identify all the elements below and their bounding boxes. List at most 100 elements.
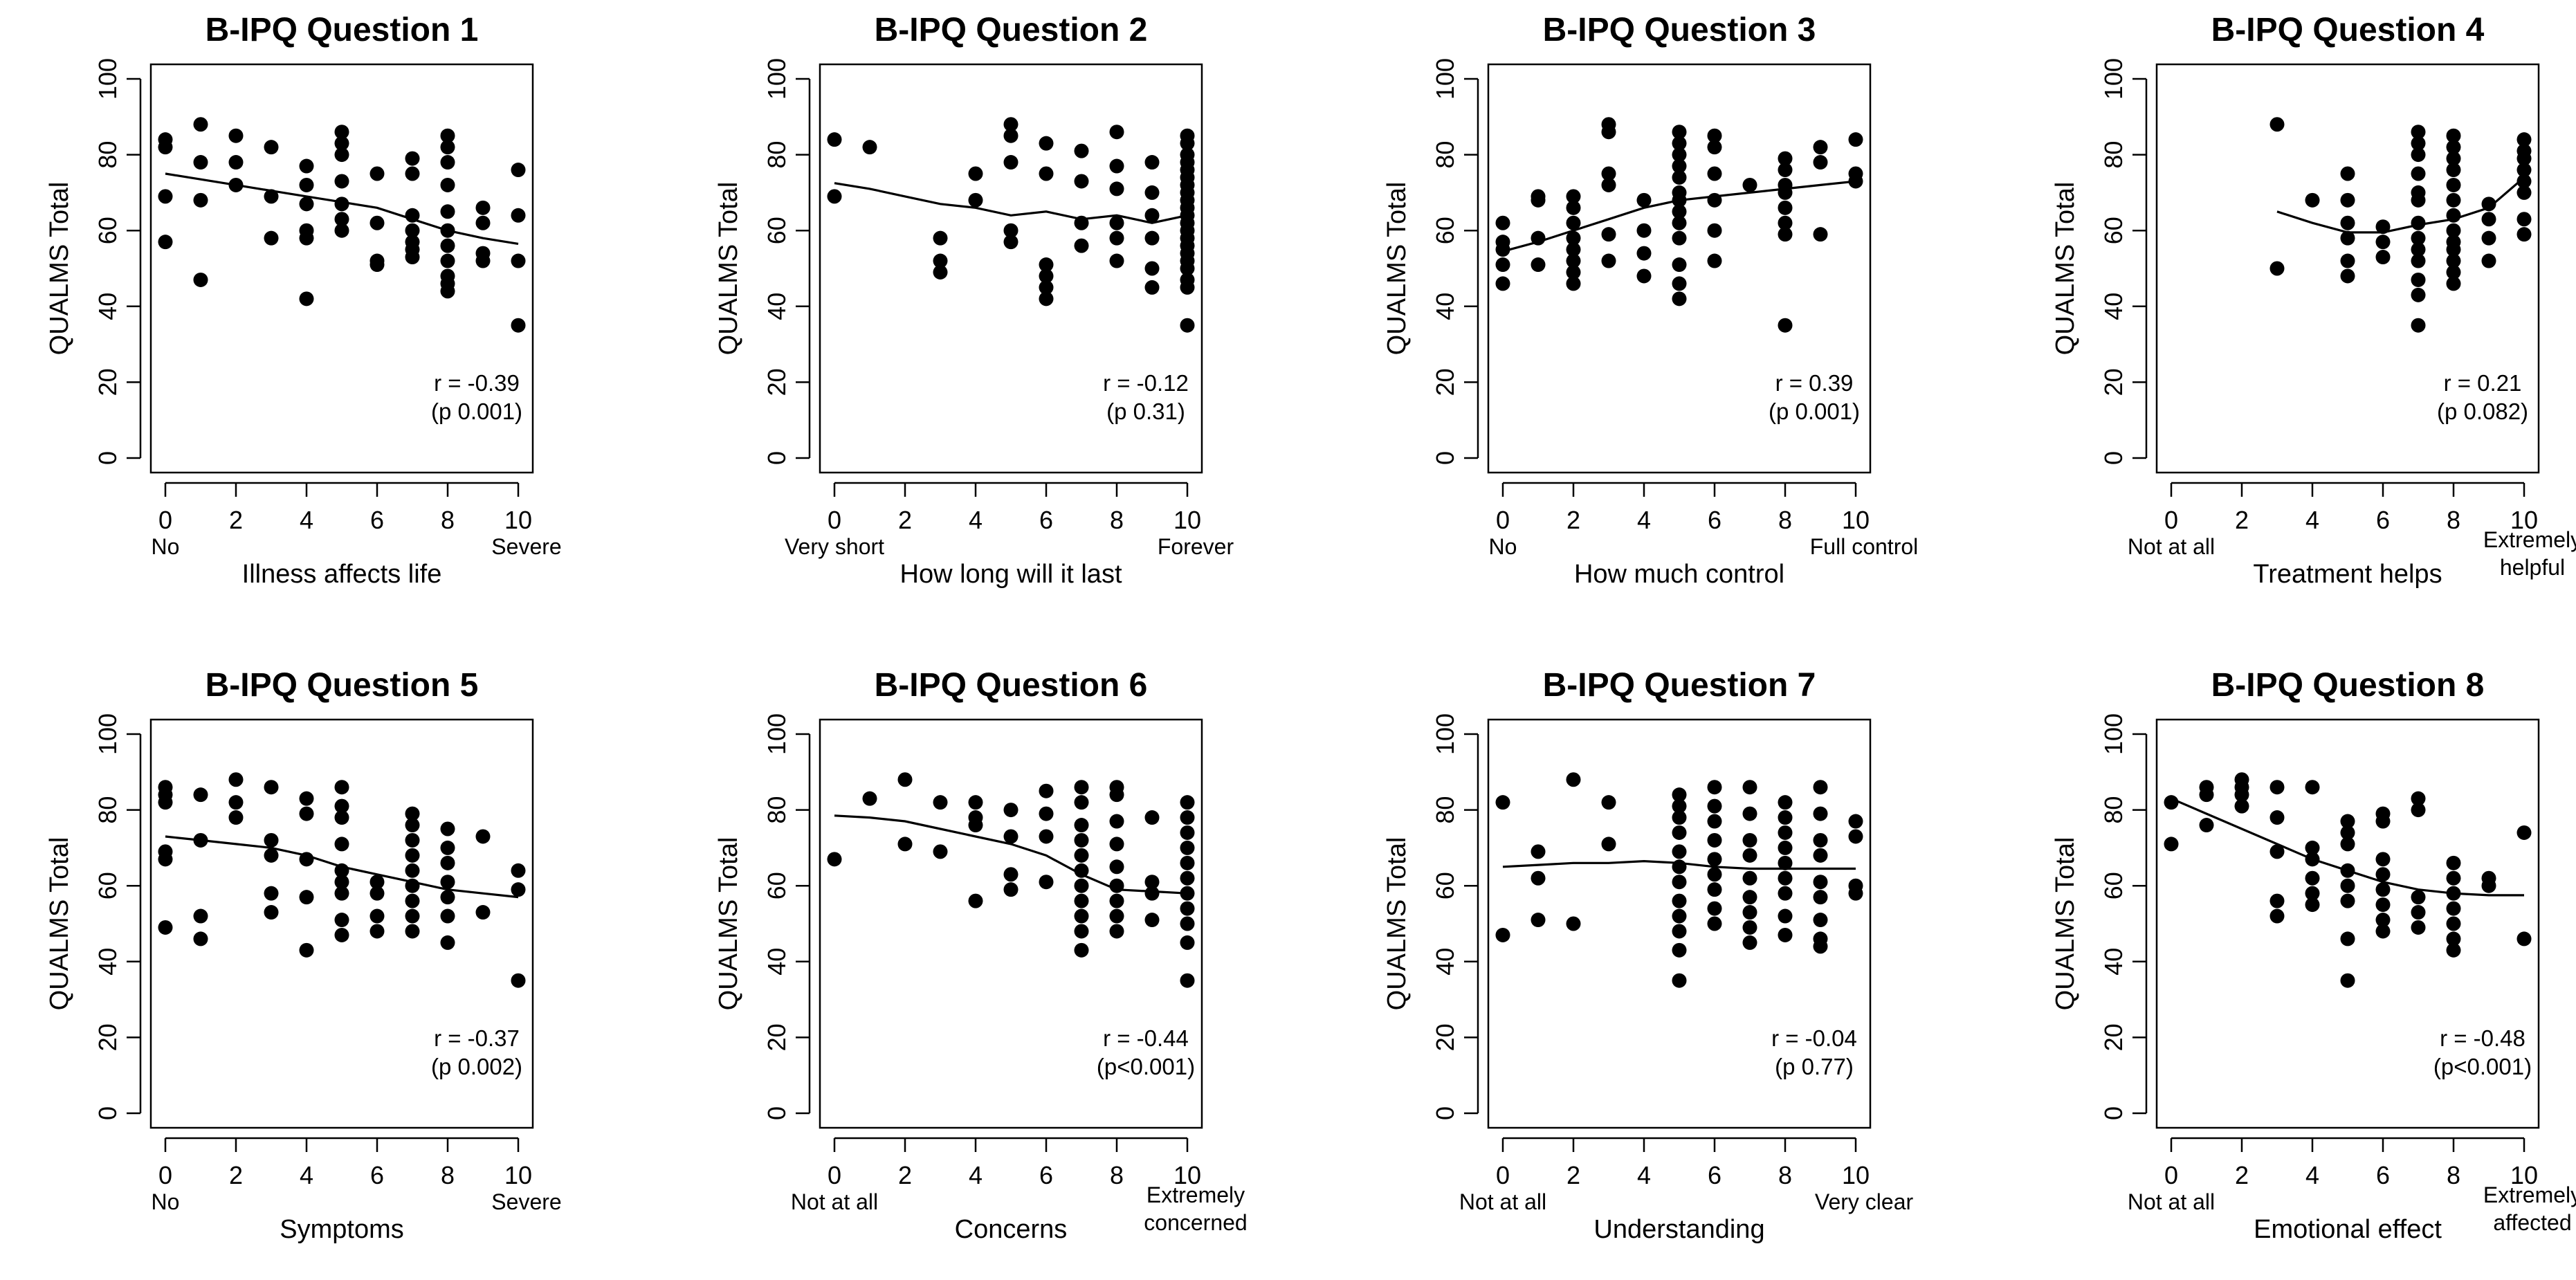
correlation-p: (p 0.77)	[1775, 1054, 1854, 1079]
data-point	[1672, 875, 1687, 890]
plot-frame	[819, 718, 1203, 1129]
data-point	[440, 284, 455, 299]
data-point	[1003, 155, 1018, 170]
x-tick-label: 6	[1708, 1161, 1721, 1189]
data-point	[334, 196, 349, 212]
panel-title: B-IPQ Question 3	[1543, 12, 1816, 48]
x-low-anchor-label: Not at all	[1459, 1189, 1546, 1214]
x-tick-label: 8	[441, 1161, 455, 1189]
x-tick-label: 2	[1566, 1161, 1580, 1189]
data-point	[1074, 832, 1089, 848]
data-point	[1778, 318, 1793, 333]
data-point	[2481, 212, 2496, 227]
data-point	[1531, 257, 1546, 273]
x-tick-label: 0	[158, 1161, 172, 1189]
data-point	[405, 848, 420, 863]
y-tick-label: 40	[1431, 948, 1459, 976]
data-point	[1778, 795, 1793, 810]
data-point	[405, 908, 420, 924]
data-point	[1074, 795, 1089, 810]
data-point	[1074, 878, 1089, 893]
x-high-anchor-label: Extremely affected	[2483, 1182, 2576, 1235]
data-point	[193, 787, 208, 803]
data-point	[1531, 844, 1546, 859]
x-axis-label: Emotional effect	[2254, 1215, 2442, 1244]
correlation-r: r = 0.21	[2444, 370, 2522, 396]
data-point	[2375, 219, 2391, 235]
y-tick-label: 100	[2099, 713, 2128, 755]
data-point	[933, 264, 948, 280]
data-point	[1109, 859, 1124, 875]
data-point	[2446, 276, 2461, 291]
smooth-trend-line	[165, 172, 519, 245]
y-tick-label: 100	[1431, 713, 1459, 755]
data-point	[299, 196, 314, 212]
data-point	[440, 128, 455, 143]
data-point	[1672, 125, 1687, 140]
data-point	[2340, 215, 2355, 230]
x-tick-label: 6	[1039, 1161, 1053, 1189]
data-point	[440, 821, 455, 836]
data-point	[1495, 242, 1510, 257]
data-point	[1074, 818, 1089, 833]
data-point	[1039, 136, 1054, 151]
y-tick-label: 40	[762, 948, 791, 976]
data-point	[193, 117, 208, 132]
x-tick-label: 10	[2510, 506, 2538, 534]
data-point	[1003, 803, 1018, 818]
y-tick-label: 20	[1431, 1023, 1459, 1051]
data-point	[440, 840, 455, 855]
correlation-p: (p 0.001)	[431, 399, 522, 424]
y-axis: 0 20 40 60 80 100	[762, 58, 811, 465]
x-tick-label: 2	[229, 506, 243, 534]
data-point	[1742, 780, 1757, 795]
x-tick-label: 6	[1039, 506, 1053, 534]
x-tick-label: 10	[1173, 1161, 1201, 1189]
data-point	[1180, 136, 1195, 151]
data-point	[2199, 787, 2214, 803]
data-point	[440, 935, 455, 950]
x-tick-label: 4	[2305, 1161, 2319, 1189]
data-point	[1039, 875, 1054, 890]
data-point	[1601, 227, 1616, 242]
data-point	[2340, 253, 2355, 268]
data-point	[1813, 875, 1828, 890]
data-point	[1848, 829, 1863, 844]
x-tick-label: 4	[1637, 1161, 1651, 1189]
data-point	[1742, 920, 1757, 935]
data-point	[1109, 814, 1124, 829]
x-low-anchor-label: No	[152, 1189, 180, 1214]
x-axis: 0 2 4 6 8 10	[158, 482, 532, 534]
data-point	[369, 215, 385, 230]
data-point	[1778, 227, 1793, 242]
data-point	[2340, 931, 2355, 947]
x-high-anchor-label: Extremely concerned	[1144, 1182, 1247, 1235]
data-point	[1109, 181, 1124, 196]
data-point	[1742, 935, 1757, 950]
x-low-anchor-label: No	[152, 534, 180, 559]
data-point	[1672, 257, 1687, 273]
data-point	[1074, 893, 1089, 908]
data-point	[2411, 791, 2426, 806]
smooth-trend-line	[165, 835, 519, 899]
data-point	[2305, 840, 2320, 855]
x-axis-label: Understanding	[1593, 1215, 1764, 1244]
data-point	[968, 795, 983, 810]
y-tick-label: 100	[762, 58, 791, 100]
data-point	[299, 158, 314, 174]
data-point	[299, 291, 314, 307]
y-tick-label: 40	[2099, 293, 2128, 320]
data-point	[440, 155, 455, 170]
data-point	[334, 174, 349, 189]
data-point	[1707, 832, 1722, 848]
data-point	[1672, 204, 1687, 219]
data-point	[1074, 942, 1089, 958]
y-axis: 0 20 40 60 80 100	[2099, 713, 2148, 1120]
data-point	[158, 852, 173, 867]
data-point	[968, 893, 983, 908]
data-point	[2340, 192, 2355, 208]
y-tick-label: 20	[762, 1023, 791, 1051]
data-point	[1707, 798, 1722, 814]
data-point	[1074, 863, 1089, 878]
x-tick-label: 8	[2447, 1161, 2460, 1189]
